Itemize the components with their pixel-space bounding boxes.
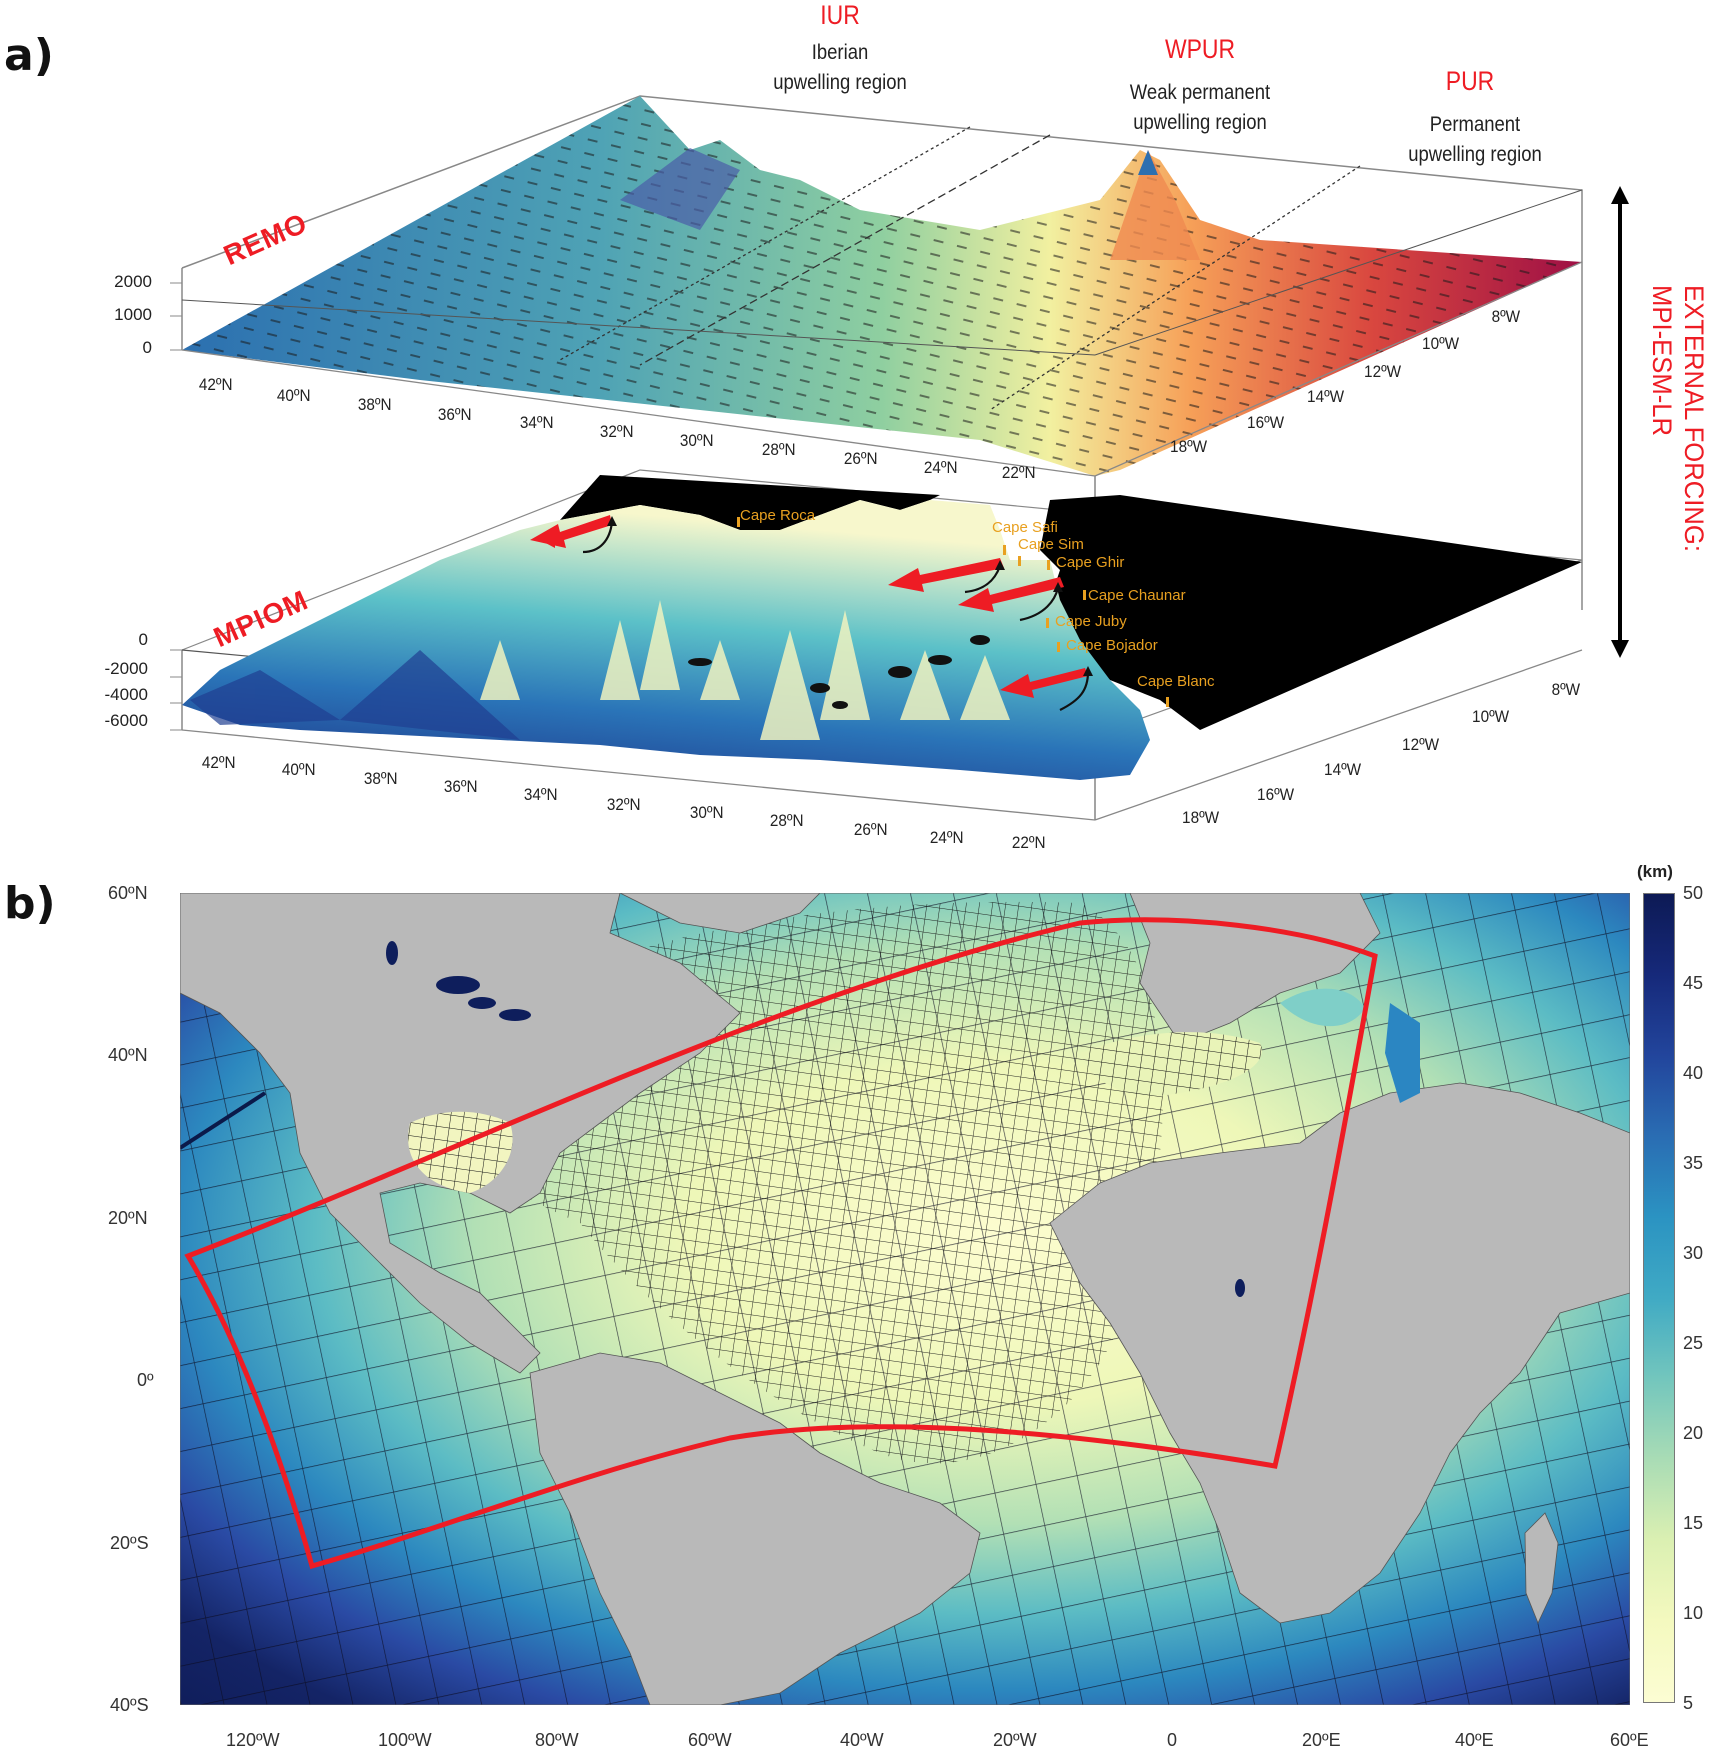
mpiom-lon-tick: 8ºW	[1551, 680, 1581, 699]
colorbar-tick-50: 50	[1683, 883, 1704, 903]
remo-lon-tick: 8ºW	[1491, 307, 1521, 326]
remo-domain-outline	[184, 917, 1378, 1570]
external-forcing-line2: MPI-ESM-LR	[1647, 285, 1677, 437]
region-desc-iur: Iberian upwelling region	[756, 38, 923, 98]
colorbar-tick-45: 45	[1683, 973, 1704, 993]
region-desc-wpur-line2: upwelling region	[1133, 111, 1267, 134]
map-lat-tick-60n: 60ºN	[108, 883, 148, 903]
cape-label-roca: Cape Roca	[740, 507, 816, 524]
region-desc-pur-line2: upwelling region	[1408, 143, 1542, 166]
remo-lon-tick: 12ºW	[1364, 362, 1402, 381]
cape-label-juby: Cape Juby	[1055, 613, 1127, 630]
map-lon-tick: 20ºE	[1302, 1730, 1341, 1750]
mpiom-z-tick-0: 0	[138, 630, 148, 649]
cape-label-bojador: Cape Bojador	[1066, 637, 1158, 654]
mpiom-z-tick-6000: -6000	[104, 711, 148, 730]
mpiom-lat-tick: 38ºN	[363, 769, 398, 788]
remo-z-tick-0: 0	[142, 338, 152, 357]
remo-lat-tick: 32ºN	[599, 422, 634, 441]
remo-lon-tick: 16ºW	[1247, 413, 1285, 432]
panel-a-3d-plot	[170, 95, 1629, 821]
cape-label-safi: Cape Safi	[992, 519, 1058, 536]
map-lat-tick-20s: 20ºS	[110, 1533, 149, 1553]
mpiom-lon-tick: 12ºW	[1402, 735, 1440, 754]
colorbar-tick-20: 20	[1683, 1423, 1704, 1443]
map-lat-tick-40s: 40ºS	[110, 1695, 149, 1715]
region-desc-iur-line1: Iberian	[811, 41, 869, 64]
colorbar-tick-15: 15	[1683, 1513, 1704, 1533]
remo-lat-tick: 28ºN	[761, 440, 796, 459]
mpiom-z-tick-4000: -4000	[104, 685, 148, 704]
colorbar-tick-35: 35	[1683, 1153, 1704, 1173]
region-desc-wpur: Weak permanent upwelling region	[1116, 78, 1283, 138]
colorbar-tick-40: 40	[1683, 1063, 1704, 1083]
remo-lon-tick: 10ºW	[1422, 334, 1460, 353]
map-lon-tick: 40ºW	[840, 1730, 884, 1750]
map-lon-tick: 120ºW	[226, 1730, 280, 1750]
map-lon-tick: 40ºE	[1455, 1730, 1494, 1750]
mpiom-lat-tick: 40ºN	[281, 760, 316, 779]
map-lon-tick: 0	[1167, 1730, 1178, 1750]
mpiom-lon-tick: 18ºW	[1182, 808, 1220, 827]
region-desc-pur: Permanent upwelling region	[1391, 110, 1558, 170]
map-lon-tick: 20ºW	[993, 1730, 1037, 1750]
remo-lat-tick: 38ºN	[357, 395, 392, 414]
remo-lat-tick: 30ºN	[679, 431, 714, 450]
panel-a-label: a)	[4, 30, 54, 81]
mpiom-lat-tick: 24ºN	[929, 828, 964, 847]
mpiom-lat-tick: 42ºN	[201, 753, 236, 772]
region-desc-iur-line2: upwelling region	[773, 71, 907, 94]
colorbar-tick-30: 30	[1683, 1243, 1704, 1263]
external-forcing-line1: EXTERNAL FORCING:	[1679, 285, 1709, 553]
cape-label-sim: Cape Sim	[1018, 536, 1084, 553]
region-desc-wpur-line1: Weak permanent	[1129, 81, 1271, 104]
cape-label-blanc: Cape Blanc	[1137, 673, 1215, 690]
remo-lat-tick: 36ºN	[437, 405, 472, 424]
region-code-iur: IUR	[820, 0, 860, 30]
map-lat-tick-0: 0º	[137, 1370, 154, 1390]
remo-lat-tick: 24ºN	[923, 458, 958, 477]
colorbar-tick-25: 25	[1683, 1333, 1704, 1353]
map-lat-tick-40n: 40ºN	[108, 1045, 148, 1065]
map-lon-tick: 100ºW	[378, 1730, 432, 1750]
colorbar-tick-5: 5	[1683, 1693, 1694, 1713]
mpiom-lon-tick: 14ºW	[1324, 760, 1362, 779]
colorbar-unit: (km)	[1637, 862, 1673, 881]
mpiom-lat-tick: 28ºN	[769, 811, 804, 830]
mpiom-lat-tick: 30ºN	[689, 803, 724, 822]
mpiom-lat-tick: 34ºN	[523, 785, 558, 804]
remo-lat-tick: 34ºN	[519, 413, 554, 432]
remo-lon-tick: 14ºW	[1307, 387, 1345, 406]
remo-lat-tick: 42ºN	[198, 375, 233, 394]
remo-lat-tick: 22ºN	[1001, 463, 1036, 482]
colorbar	[1643, 893, 1675, 1703]
map-lat-tick-20n: 20ºN	[108, 1208, 148, 1228]
remo-lat-tick: 40ºN	[276, 386, 311, 405]
cape-label-ghir: Cape Ghir	[1056, 554, 1125, 571]
external-forcing-label: EXTERNAL FORCING: MPI-ESM-LR	[1646, 285, 1710, 552]
mpiom-lon-tick: 10ºW	[1472, 707, 1510, 726]
mpiom-lat-tick: 36ºN	[443, 777, 478, 796]
mpiom-lat-tick: 26ºN	[853, 820, 888, 839]
region-desc-pur-line1: Permanent	[1429, 113, 1521, 136]
mpiom-lat-tick: 22ºN	[1011, 833, 1046, 852]
mpiom-lon-tick: 16ºW	[1257, 785, 1295, 804]
remo-lon-tick: 18ºW	[1170, 437, 1208, 456]
mpiom-lat-tick: 32ºN	[606, 795, 641, 814]
cape-label-chaunar: Cape Chaunar	[1088, 587, 1186, 604]
remo-lat-tick: 26ºN	[843, 449, 878, 468]
map-lon-tick: 80ºW	[535, 1730, 579, 1750]
remo-z-tick-1000: 1000	[114, 305, 152, 324]
panel-b-label: b)	[4, 878, 56, 929]
panel-b-map	[180, 893, 1630, 1705]
mpiom-z-tick-2000: -2000	[104, 659, 148, 678]
map-lon-tick: 60ºW	[688, 1730, 732, 1750]
region-code-pur: PUR	[1445, 66, 1495, 96]
colorbar-tick-10: 10	[1683, 1603, 1704, 1623]
map-lon-tick: 60ºE	[1610, 1730, 1649, 1750]
region-code-wpur: WPUR	[1164, 34, 1236, 64]
remo-z-tick-2000: 2000	[114, 272, 152, 291]
